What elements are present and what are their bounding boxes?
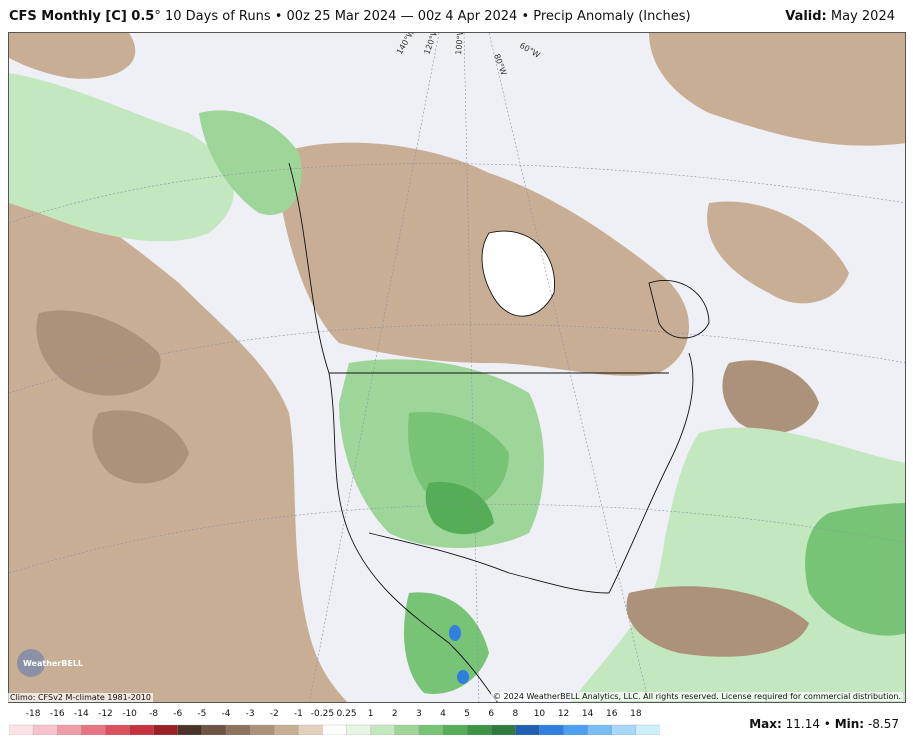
mexico-very-wet-2	[457, 670, 469, 684]
max-label: Max:	[749, 717, 782, 731]
colorbar-swatch	[153, 724, 179, 735]
north-atlantic-darker-dry	[722, 360, 819, 434]
colorbar-swatch	[418, 724, 444, 735]
colorbar-labels: -18 -16 -14 -12 -10 -8 -6 -5 -4 -3 -2 -1 -0.25 0.25 1 2…	[9, 709, 660, 721]
copyright-notice: © 2024 WeatherBELL Analytics, LLC. All r…	[491, 692, 903, 701]
weatherbell-logo: WeatherBELL	[17, 649, 83, 677]
colorbar-tick-label: -10	[122, 709, 137, 719]
colorbar-tick-label: 2	[391, 709, 398, 719]
colorbar-swatch	[32, 724, 58, 735]
southern-plains-wet-core	[425, 482, 494, 535]
colorbar-tick-label: 8	[512, 709, 519, 719]
colorbar-tick-label: -6	[173, 709, 183, 719]
colorbar-swatch	[274, 724, 299, 735]
colorbar-swatch	[225, 724, 251, 735]
colorbar-tick-label: -12	[98, 709, 113, 719]
hudson-bay-neutral	[482, 231, 555, 317]
colorbar-tick-label: 16	[606, 709, 618, 719]
colorbar-swatch	[611, 724, 637, 735]
valid-label: Valid:	[785, 9, 827, 24]
caribbean-dry	[626, 586, 809, 657]
pacific-darker-dry-2	[92, 410, 189, 484]
min-label: Min:	[834, 717, 865, 731]
colorbar-swatch	[539, 724, 565, 735]
colorbar-swatch	[394, 724, 420, 735]
colorbar-swatch	[105, 724, 131, 735]
colorbar-tick-label: -18	[25, 709, 41, 719]
atlantic-stronger-wet	[805, 503, 905, 636]
colorbar-tick-label: 4	[440, 709, 446, 719]
colorbar-swatch	[201, 724, 227, 735]
map-title: CFS Monthly [C] 0.5° 10 Days of Runs • 0…	[9, 9, 691, 24]
colorbar-tick-label: 0.25	[336, 709, 357, 719]
colorbar-tick-label: -8	[149, 709, 159, 719]
colorbar-tick-label: 12	[557, 709, 570, 719]
colorbar-tick-label: 3	[416, 709, 422, 719]
colorbar-tick-label: -4	[221, 709, 231, 719]
colorbar-swatch	[563, 724, 589, 735]
lon-label-100w: 100°W	[454, 33, 465, 55]
colorbar-swatch	[466, 724, 492, 735]
colorbar-swatch	[587, 724, 613, 735]
colorbar-tick-label: -14	[73, 709, 89, 719]
colorbar-tick-label: 14	[581, 709, 594, 719]
stats-readout: Max: 11.14 • Min: -8.57	[749, 717, 899, 731]
colorbar-swatch	[442, 724, 468, 735]
colorbar-swatch	[81, 724, 107, 735]
valid-date: Valid: May 2024	[785, 9, 895, 24]
colorbar	[9, 724, 660, 735]
degree-symbol: °	[154, 9, 161, 24]
pacific-darker-dry	[36, 310, 161, 396]
max-value: 11.14	[785, 717, 820, 731]
min-value: -8.57	[867, 717, 899, 731]
header: CFS Monthly [C] 0.5° 10 Days of Runs • 0…	[0, 0, 913, 32]
lat-lon-grid	[9, 33, 905, 702]
colorbar-tick-label: -16	[49, 709, 65, 719]
colorbar-swatch	[177, 724, 203, 735]
colorbar-tick-label: -3	[245, 709, 255, 719]
labrador-sea-dry	[707, 201, 849, 304]
map-canvas: 140°W 120°W 100°W 80°W 60°W WeatherBELL	[9, 33, 905, 702]
coastlines-and-borders	[288, 162, 710, 702]
stats-separator: •	[823, 717, 831, 731]
colorbar-tick-label: 6	[488, 709, 495, 719]
colorbar-swatch	[57, 724, 82, 735]
precip-anomaly-map: 140°W 120°W 100°W 80°W 60°W WeatherBELL	[8, 32, 906, 703]
colorbar-tick-label: 1	[367, 709, 374, 719]
colorbar-tick-label: -5	[197, 709, 207, 719]
colorbar-tick-label: 5	[464, 709, 470, 719]
colorbar-swatch	[298, 724, 324, 735]
mexico-wet-anomaly	[404, 592, 489, 694]
arctic-dry-anomaly	[649, 33, 905, 146]
colorbar-swatch	[322, 724, 348, 735]
alaska-wet-anomaly	[199, 110, 302, 215]
colorbar-tick-label: -1	[293, 709, 303, 719]
logo-text: WeatherBELL	[23, 659, 83, 668]
colorbar-swatch	[346, 724, 372, 735]
colorbar-tick-label: 10	[533, 709, 546, 719]
north-pacific-dry	[9, 33, 136, 79]
colorbar-tick-label: 18	[630, 709, 642, 719]
colorbar-tick-label: -2	[269, 709, 279, 719]
run-info: 10 Days of Runs • 00z 25 Mar 2024 — 00z …	[164, 9, 691, 24]
valid-value: May 2024	[830, 9, 895, 24]
colorbar-tick-label: -0.25	[310, 709, 335, 719]
colorbar-swatch	[129, 724, 155, 735]
logo-circle	[17, 649, 45, 677]
colorbar-swatch	[370, 724, 396, 735]
model-name: CFS Monthly [C] 0.5	[9, 9, 155, 24]
colorbar-swatch	[635, 724, 660, 735]
colorbar-swatch	[249, 724, 275, 735]
colorbar-swatch	[491, 724, 516, 735]
mexico-very-wet-1	[449, 625, 461, 641]
colorbar-swatch	[515, 724, 541, 735]
colorbar-swatch	[9, 724, 34, 735]
climo-note: Climo: CFSv2 M-climate 1981-2010	[8, 693, 153, 702]
north-pacific-wet	[9, 73, 234, 242]
